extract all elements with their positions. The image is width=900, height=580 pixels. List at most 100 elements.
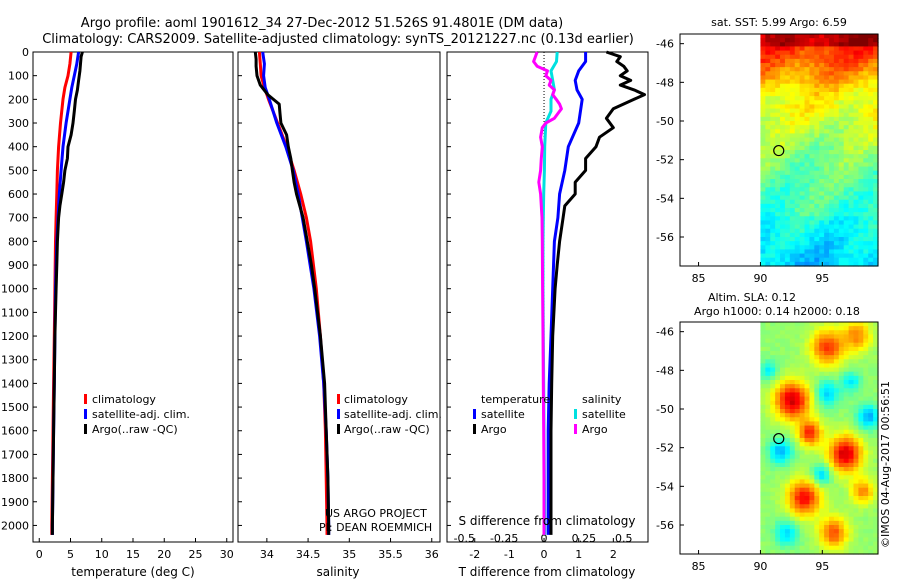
- map-cell: [824, 116, 830, 122]
- map-cell: [863, 116, 869, 122]
- map-cell: [873, 191, 879, 197]
- map-cell: [804, 479, 811, 485]
- map-cell: [858, 145, 864, 151]
- map-cell: [780, 458, 786, 464]
- map-cell: [848, 454, 855, 460]
- map-cell: [809, 450, 815, 456]
- map-cell: [784, 224, 791, 230]
- map-cell: [784, 438, 791, 443]
- map-cell: [765, 533, 771, 539]
- map-cell: [833, 396, 840, 402]
- map-cell: [868, 413, 874, 418]
- map-cell: [853, 520, 860, 526]
- map-cell: [770, 158, 776, 164]
- map-cell: [863, 216, 869, 222]
- map-cell: [863, 491, 869, 497]
- map-cell: [833, 454, 840, 460]
- map-cell: [809, 355, 815, 360]
- map-cell: [799, 429, 806, 435]
- map-cell: [829, 249, 835, 255]
- map-cell: [789, 363, 796, 369]
- map-cell: [794, 334, 801, 340]
- map-cell: [775, 257, 781, 263]
- map-cell: [809, 121, 815, 126]
- map-cell: [824, 330, 830, 336]
- map-cell: [833, 413, 840, 418]
- map-cell: [814, 537, 820, 543]
- map-cell: [868, 58, 874, 64]
- map-cell: [858, 46, 864, 52]
- map-cell: [843, 116, 850, 122]
- map-cell: [819, 367, 825, 373]
- map-cell: [804, 367, 811, 373]
- map-cell: [789, 471, 796, 476]
- sla-map-panel: Altim. SLA: 0.12 Argo h1000: 0.14 h2000:…: [656, 291, 879, 573]
- map-cell: [819, 396, 825, 402]
- map-cell: [765, 487, 771, 493]
- map-cell: [760, 417, 766, 423]
- map-cell: [799, 170, 806, 176]
- map-cell: [868, 112, 874, 118]
- depth-tick-label: 100: [8, 70, 29, 83]
- map-cell: [789, 183, 796, 188]
- map-cell: [780, 429, 786, 435]
- map-cell: [804, 425, 811, 431]
- map-cell: [814, 446, 820, 452]
- map-cell: [794, 429, 801, 435]
- map-cell: [789, 425, 796, 431]
- map-cell: [863, 38, 869, 43]
- map-cell: [843, 58, 850, 64]
- map-cell: [794, 261, 801, 267]
- legend-title-salinity: salinity: [582, 393, 622, 406]
- map-cell: [838, 504, 845, 510]
- map-cell: [853, 500, 860, 505]
- map-cell: [848, 375, 855, 381]
- map-cell: [833, 212, 840, 217]
- map-cell: [848, 232, 855, 238]
- map-cell: [765, 195, 771, 201]
- map-cell: [780, 508, 786, 514]
- map-cell: [863, 87, 869, 93]
- map-cell: [809, 417, 815, 423]
- map-cell: [873, 42, 879, 48]
- map-cell: [780, 487, 786, 493]
- map-cell: [784, 425, 791, 431]
- map-cell: [848, 137, 855, 143]
- map-cell: [853, 121, 860, 126]
- map-cell: [824, 179, 830, 184]
- map-cell: [784, 253, 791, 259]
- map-cell: [858, 183, 864, 188]
- map-cell: [848, 237, 855, 242]
- map-cell: [814, 508, 820, 514]
- map-cell: [804, 34, 811, 39]
- map-cell: [858, 67, 864, 72]
- map-cell: [789, 116, 796, 122]
- map-cell: [863, 541, 869, 547]
- map-cell: [868, 516, 874, 522]
- map-cell: [824, 351, 830, 356]
- map-cell: [789, 367, 796, 373]
- map-cell: [799, 496, 806, 501]
- map-cell: [873, 54, 879, 60]
- map-cell: [814, 203, 820, 209]
- map-cell: [819, 133, 825, 139]
- map-cell: [843, 141, 850, 147]
- map-cell: [789, 170, 796, 176]
- map-cell: [780, 400, 786, 406]
- map-cell: [873, 380, 879, 385]
- map-cell: [799, 125, 806, 130]
- map-cell: [809, 363, 815, 369]
- map-cell: [863, 384, 869, 389]
- map-cell: [824, 63, 830, 68]
- map-cell: [868, 520, 874, 526]
- map-cell: [809, 208, 815, 213]
- map-cell: [843, 351, 850, 356]
- map-cell: [789, 137, 796, 143]
- map-cell: [848, 438, 855, 443]
- legend-swatch-argo: [84, 424, 87, 434]
- map-cell: [858, 450, 864, 456]
- map-cell: [838, 375, 845, 381]
- map-cell: [765, 79, 771, 85]
- map-cell: [873, 158, 879, 164]
